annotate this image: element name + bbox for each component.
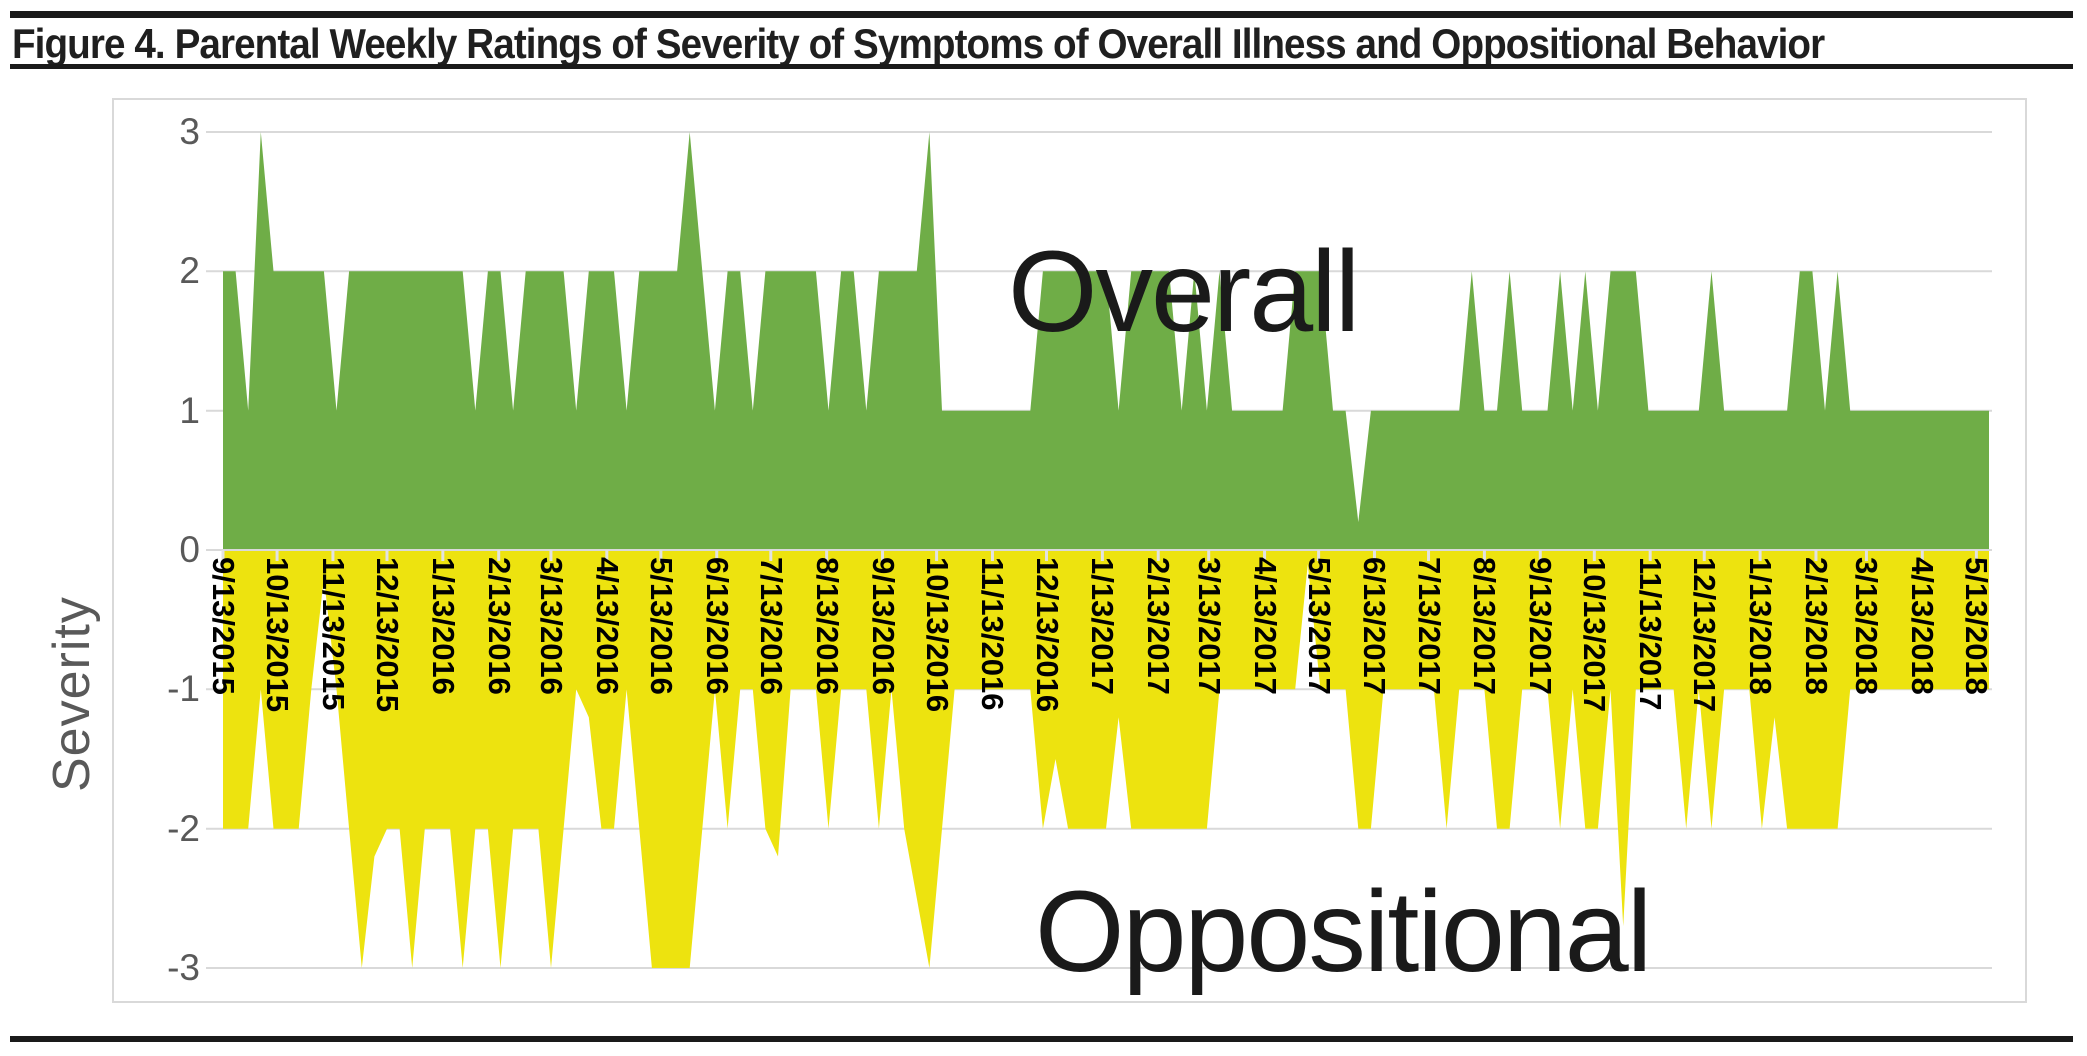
x-tick-label: 4/13/2016 [589, 557, 625, 695]
x-tick-label: 2/13/2017 [1141, 557, 1177, 695]
x-tick-label: 10/13/2017 [1577, 557, 1613, 713]
x-tick-label: 1/13/2016 [425, 557, 461, 695]
x-tick-label: 12/13/2015 [369, 557, 405, 713]
x-tick-label: 3/13/2018 [1849, 557, 1885, 695]
x-tick-label: 1/13/2017 [1085, 557, 1121, 695]
x-tick-label: 9/13/2016 [865, 557, 901, 695]
x-tick-label: 5/13/2017 [1301, 557, 1337, 695]
overall-area [223, 132, 1989, 550]
x-tick-label: 12/13/2017 [1687, 557, 1723, 713]
overall-series-label: Overall [1008, 228, 1360, 356]
y-tick-label: -3 [167, 947, 200, 988]
x-tick-label: 1/13/2018 [1743, 557, 1779, 695]
y-tick-label: 1 [179, 389, 200, 431]
x-tick-label: 9/13/2017 [1523, 557, 1559, 695]
x-tick-label: 5/13/2018 [1959, 557, 1995, 695]
x-tick-label: 7/13/2016 [753, 557, 789, 695]
x-tick-label: 3/13/2017 [1191, 557, 1227, 695]
x-tick-label: 5/13/2016 [643, 557, 679, 695]
y-tick-label: 2 [179, 250, 200, 292]
x-tick-label: 7/13/2017 [1411, 557, 1447, 695]
x-tick-label: 4/13/2017 [1247, 557, 1283, 695]
y-tick-label: 0 [179, 529, 200, 570]
x-tick-label: 2/13/2018 [1798, 557, 1834, 695]
x-tick-label: 6/13/2017 [1357, 557, 1393, 695]
x-tick-label: 11/13/2016 [975, 557, 1011, 711]
y-tick-label: 3 [179, 111, 200, 152]
figure-title: Figure 4. Parental Weekly Ratings of Sev… [12, 20, 1825, 67]
x-tick-label: 9/13/2015 [206, 557, 241, 695]
oppositional-area [223, 550, 1989, 968]
x-tick-label: 6/13/2016 [699, 557, 735, 695]
y-tick-label: -2 [167, 807, 200, 849]
x-tick-label: 8/13/2017 [1467, 557, 1503, 695]
oppositional-series-label: Oppositional [1035, 868, 1652, 996]
x-tick-label: 12/13/2016 [1029, 557, 1065, 713]
x-tick-label: 4/13/2018 [1905, 557, 1941, 695]
bottom-black-rule [10, 1036, 2073, 1042]
x-tick-label: 11/13/2017 [1633, 557, 1669, 711]
x-tick-label: 8/13/2016 [809, 557, 845, 695]
x-tick-label: 3/13/2016 [533, 557, 569, 695]
top-black-bar [10, 11, 2073, 18]
x-tick-label: 2/13/2016 [481, 557, 517, 695]
title-rule [10, 64, 2073, 69]
x-tick-label: 11/13/2015 [315, 557, 351, 711]
x-tick-label: 10/13/2015 [260, 557, 296, 713]
x-tick-label: 10/13/2016 [919, 557, 955, 713]
y-tick-label: -1 [167, 668, 200, 710]
